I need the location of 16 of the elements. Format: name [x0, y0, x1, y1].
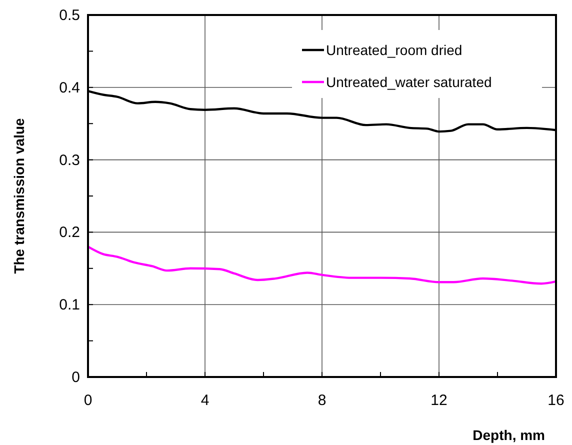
y-tick-label: 0.3: [59, 152, 80, 169]
x-tick-label: 0: [84, 392, 92, 409]
y-tick-label: 0.1: [59, 296, 80, 314]
y-tick-label: 0.4: [59, 79, 80, 96]
line-series: [86, 246, 558, 285]
x-tick-label: 8: [318, 392, 326, 409]
y-tick-label: 0: [72, 369, 80, 386]
x-axis-title: Depth, mm: [472, 427, 545, 443]
legend-label: Untreated_water saturated: [326, 74, 492, 90]
x-tick-label: 12: [430, 392, 448, 409]
y-tick-label: 0.2: [59, 224, 80, 242]
x-tick-label: 16: [548, 392, 564, 409]
x-tick-label: 4: [200, 392, 210, 409]
legend-label: Untreated_room dried: [326, 42, 462, 58]
y-axis-title: The transmission value: [11, 118, 27, 274]
y-tick-label: 0.5: [59, 7, 80, 24]
